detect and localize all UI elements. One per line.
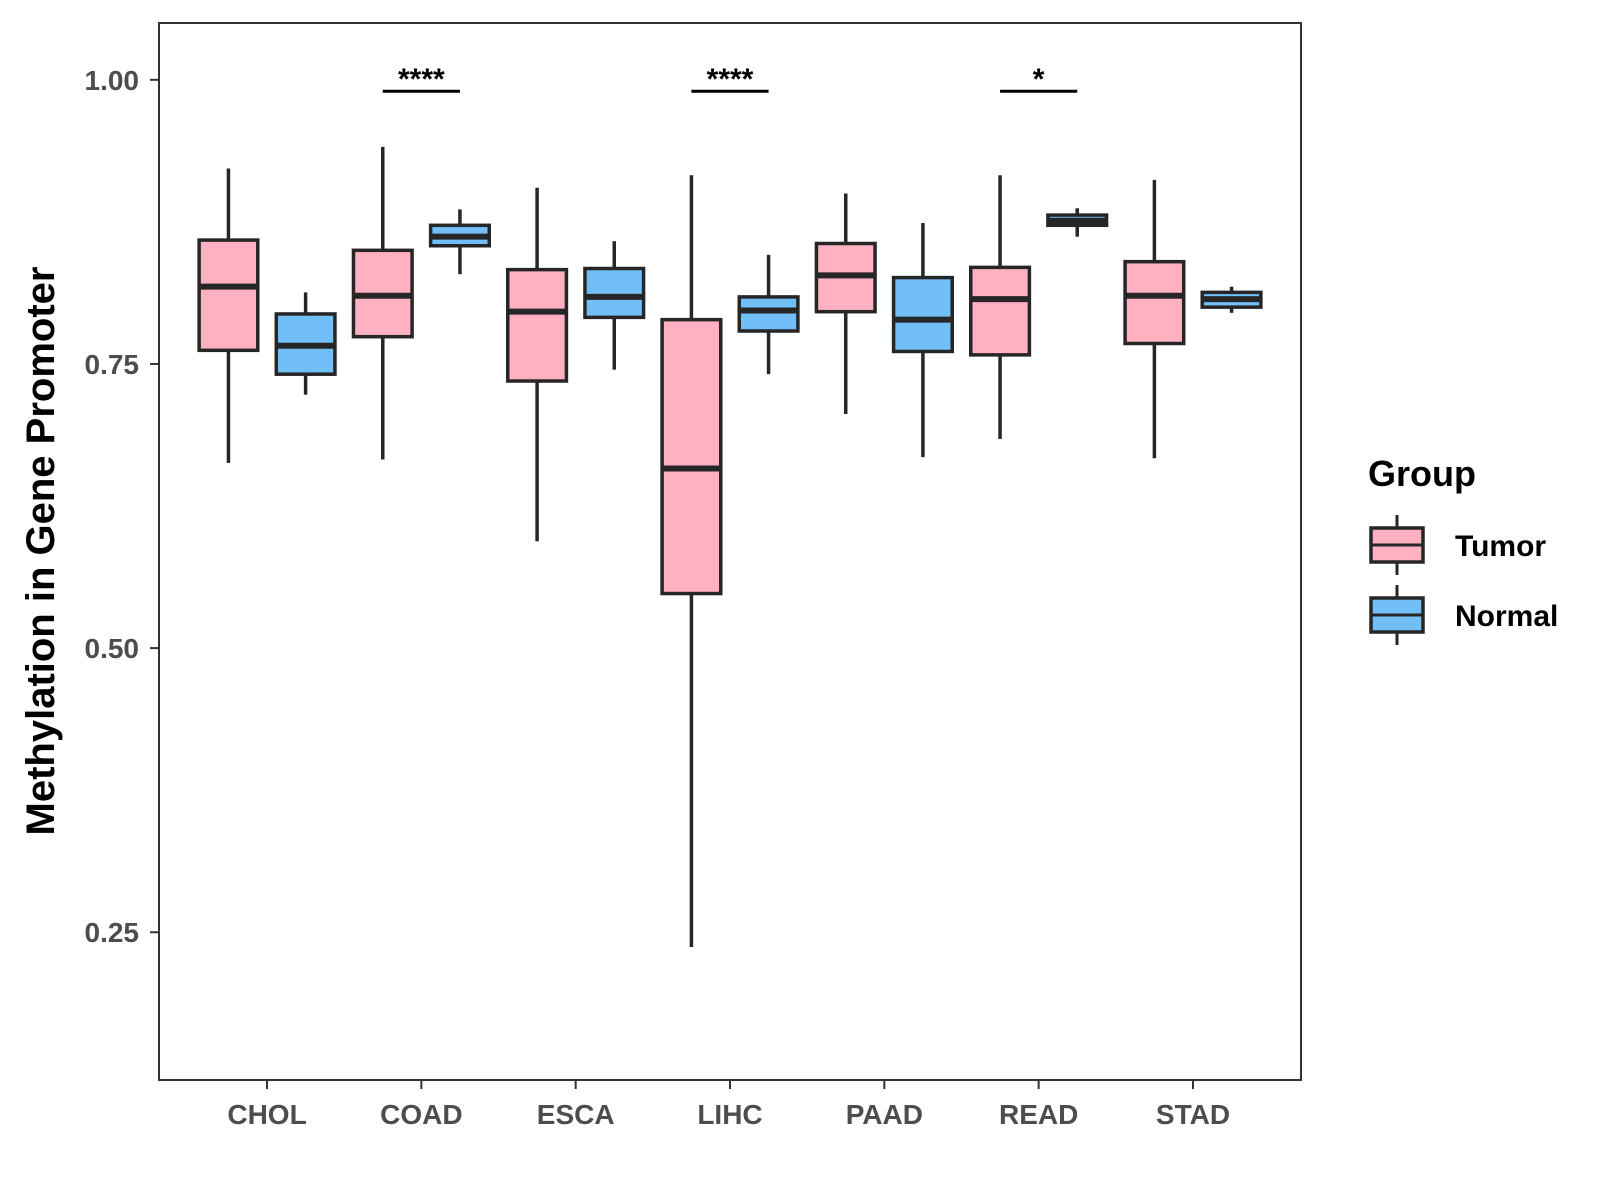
y-axis: 0.25 0.50 0.75 1.00 [85,65,159,948]
box-normal-chol [274,292,337,395]
box-rect [1123,259,1186,346]
box-rect [737,295,800,333]
box-normal-esca [583,241,646,370]
box-layer [197,146,1263,948]
significance-label: * [1033,63,1045,96]
significance-label: **** [707,63,754,96]
box-normal-stad [1200,286,1263,313]
x-axis: CHOL COAD ESCA LIHC PAAD READ STAD [227,1080,1230,1130]
legend: Group Tumor Normal [1368,453,1558,645]
box-tumor-paad [814,193,877,414]
legend-key-tumor [1369,515,1425,575]
box-rect [506,267,569,383]
box-rect [197,238,260,353]
x-tick-label: COAD [380,1099,462,1130]
plot-panel [158,22,1302,1081]
legend-label-tumor: Tumor [1455,530,1546,563]
x-tick-label: ESCA [537,1099,615,1130]
box-tumor-lihc [660,175,723,948]
box-rect [583,266,646,320]
legend-key-normal [1369,585,1425,645]
box-tumor-chol [197,168,260,463]
x-tick-label: LIHC [697,1099,762,1130]
significance-layer: **** **** * [382,63,1078,96]
box-normal-lihc [737,254,800,375]
y-tick-label: 0.25 [85,917,140,948]
box-tumor-read [968,175,1032,439]
box-normal-paad [891,223,954,458]
box-normal-read [1046,208,1109,237]
box-rect [891,275,954,354]
y-tick-label: 1.00 [85,65,140,96]
significance-label: **** [398,63,445,96]
y-axis-title: Methylation in Gene Promoter [19,267,63,836]
box-tumor-coad [351,146,414,460]
box-tumor-stad [1123,179,1186,459]
y-tick-label: 0.50 [85,633,140,664]
legend-label-normal: Normal [1455,600,1558,633]
box-rect [660,317,723,596]
x-tick-label: PAAD [846,1099,923,1130]
legend-title: Group [1368,453,1476,494]
x-tick-label: STAD [1156,1099,1230,1130]
box-rect [968,265,1032,357]
x-tick-label: CHOL [227,1099,306,1130]
x-tick-label: READ [999,1099,1078,1130]
box-normal-coad [428,209,492,275]
y-tick-label: 0.75 [85,349,140,380]
box-tumor-esca [506,187,569,542]
